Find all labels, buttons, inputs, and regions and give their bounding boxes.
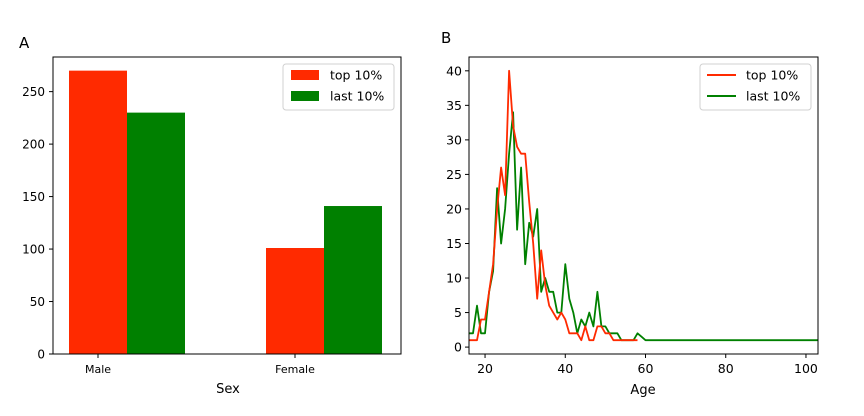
panel-b: B 0 5 10 15 20 25 30 35 40 20 40 60 80 100 Age top 1… bbox=[441, 29, 819, 398]
panel-a-bars bbox=[69, 70, 382, 354]
x-tick-label: Female bbox=[275, 363, 315, 376]
panel-a-legend: top 10% last 10% bbox=[282, 63, 395, 111]
y-tick-label: 150 bbox=[22, 190, 45, 204]
panel-a-frame bbox=[52, 56, 402, 355]
x-tick-label: 80 bbox=[718, 361, 734, 376]
y-tick-label: 100 bbox=[22, 243, 45, 257]
panel-b-label: B bbox=[441, 29, 451, 47]
panel-b-frame bbox=[468, 56, 819, 355]
panel-b-lines bbox=[469, 69, 818, 342]
panel-a: A 0 50 100 150 200 250 Male Female Sex top 10%… bbox=[19, 34, 402, 397]
legend-label: top 10% bbox=[746, 68, 798, 83]
x-tick-label: Male bbox=[85, 363, 111, 376]
y-tick-label: 0 bbox=[37, 348, 45, 362]
panel-b-legend: top 10% last 10% bbox=[699, 63, 812, 111]
legend-swatch bbox=[291, 91, 319, 101]
x-tick-label: 40 bbox=[557, 361, 573, 376]
y-tick-label: 25 bbox=[446, 167, 462, 182]
line-last-10 bbox=[469, 111, 818, 342]
y-tick-label: 5 bbox=[454, 305, 462, 320]
legend-swatch bbox=[291, 70, 319, 80]
y-tick-label: 10 bbox=[446, 271, 462, 286]
y-tick-label: 30 bbox=[446, 132, 462, 147]
panel-b-xlabel: Age bbox=[630, 383, 655, 398]
panel-a-xlabel: Sex bbox=[216, 382, 240, 397]
legend-label: last 10% bbox=[746, 89, 800, 104]
y-tick-label: 20 bbox=[446, 201, 462, 216]
x-tick-label: 60 bbox=[638, 361, 654, 376]
bar-male-last bbox=[127, 112, 185, 354]
line-top-10 bbox=[469, 69, 638, 342]
y-tick-label: 50 bbox=[30, 295, 45, 309]
x-tick-label: 100 bbox=[794, 361, 818, 376]
y-tick-label: 200 bbox=[22, 138, 45, 152]
y-tick-label: 15 bbox=[446, 236, 462, 251]
x-tick-label: 20 bbox=[477, 361, 493, 376]
y-tick-label: 35 bbox=[446, 98, 462, 113]
y-tick-label: 0 bbox=[454, 340, 462, 355]
bar-female-last bbox=[324, 206, 382, 354]
y-tick-label: 250 bbox=[22, 85, 45, 99]
legend-label: top 10% bbox=[330, 68, 382, 83]
legend-label: last 10% bbox=[330, 89, 384, 104]
panel-a-label: A bbox=[19, 34, 30, 52]
bar-male-top bbox=[69, 70, 127, 354]
panel-a-x-axis: Male Female bbox=[85, 354, 315, 376]
bar-female-top bbox=[266, 248, 324, 354]
panel-b-x-axis: 20 40 60 80 100 bbox=[477, 354, 818, 376]
panel-a-y-axis: 0 50 100 150 200 250 bbox=[22, 85, 53, 362]
y-tick-label: 40 bbox=[446, 63, 462, 78]
panel-b-y-axis: 0 5 10 15 20 25 30 35 40 bbox=[446, 63, 469, 355]
